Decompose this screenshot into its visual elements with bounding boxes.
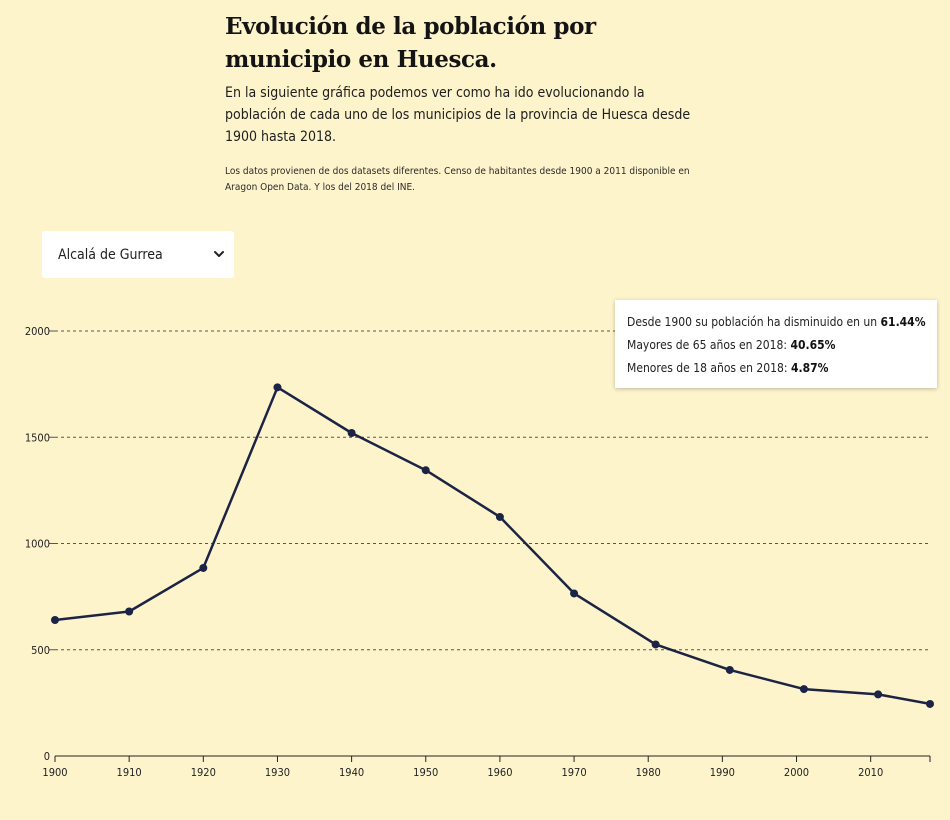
tooltip-over-65-label: Mayores de 65 años en 2018: <box>627 338 788 352</box>
x-tick-label-1950: 1950 <box>413 766 438 779</box>
x-tick-label-1900: 1900 <box>42 766 67 779</box>
x-tick-label-1990: 1990 <box>710 766 735 779</box>
data-point-1940[interactable] <box>347 429 356 437</box>
x-tick-label-1910: 1910 <box>117 766 142 779</box>
x-tick-label-2010: 2010 <box>858 766 883 779</box>
data-point-1930[interactable] <box>273 383 282 392</box>
municipality-select-value: Alcalá de Gurrea <box>58 246 163 263</box>
y-tick-label-0: 0 <box>44 750 50 763</box>
x-tick-label-1940: 1940 <box>339 766 364 779</box>
tooltip-decrease-value: 61.44% <box>880 315 926 329</box>
municipality-select[interactable]: Alcalá de Gurrea <box>42 231 234 278</box>
x-tick-label-1970: 1970 <box>561 766 586 779</box>
x-tick-label-1920: 1920 <box>191 766 216 779</box>
tooltip-over-65-value: 40.65% <box>790 338 836 352</box>
x-tick-label-1960: 1960 <box>487 766 512 779</box>
tooltip-decrease-label: Desde 1900 su población ha disminuido en… <box>627 315 878 329</box>
data-source-note: Los datos provienen de dos datasets dife… <box>225 166 690 193</box>
tooltip-decrease: Desde 1900 su población ha disminuido en… <box>627 311 926 334</box>
page-title: Evolución de la población por municipio … <box>225 13 596 73</box>
data-point-1991[interactable] <box>725 665 734 674</box>
tooltip-under-18: Menores de 18 años en 2018: 4.87% <box>627 357 925 380</box>
x-tick-label-1980: 1980 <box>636 766 661 779</box>
tooltip-under-18-value: 4.87% <box>790 361 829 375</box>
page-subtitle: En la siguiente gráfica podemos ver como… <box>225 85 691 145</box>
y-tick-label-500: 500 <box>31 644 50 657</box>
tooltip-over-65: Mayores de 65 años en 2018: 40.65% <box>627 334 925 357</box>
data-point-1960[interactable] <box>495 512 504 521</box>
data-point-1910[interactable] <box>125 607 134 616</box>
stats-tooltip: Desde 1900 su población ha disminuido en… <box>615 300 937 388</box>
data-point-1920[interactable] <box>199 563 208 572</box>
population-series-line <box>54 386 931 706</box>
data-point-1970[interactable] <box>570 589 579 598</box>
chevron-down-icon <box>214 251 224 257</box>
data-point-1981[interactable] <box>651 640 660 649</box>
data-point-1900[interactable] <box>51 616 59 624</box>
y-tick-label-1500: 1500 <box>25 431 50 444</box>
y-tick-label-2000: 2000 <box>25 325 50 338</box>
x-tick-label-2000: 2000 <box>784 766 809 779</box>
data-point-2001[interactable] <box>799 685 808 694</box>
y-tick-label-1000: 1000 <box>25 538 50 551</box>
x-tick-label-1930: 1930 <box>265 766 290 779</box>
header: Evolución de la población por municipio … <box>225 10 705 196</box>
data-point-2011[interactable] <box>874 690 883 699</box>
data-point-1950[interactable] <box>421 466 430 475</box>
data-point-2018[interactable] <box>926 699 934 708</box>
tooltip-under-18-label: Menores de 18 años en 2018: <box>627 361 788 375</box>
